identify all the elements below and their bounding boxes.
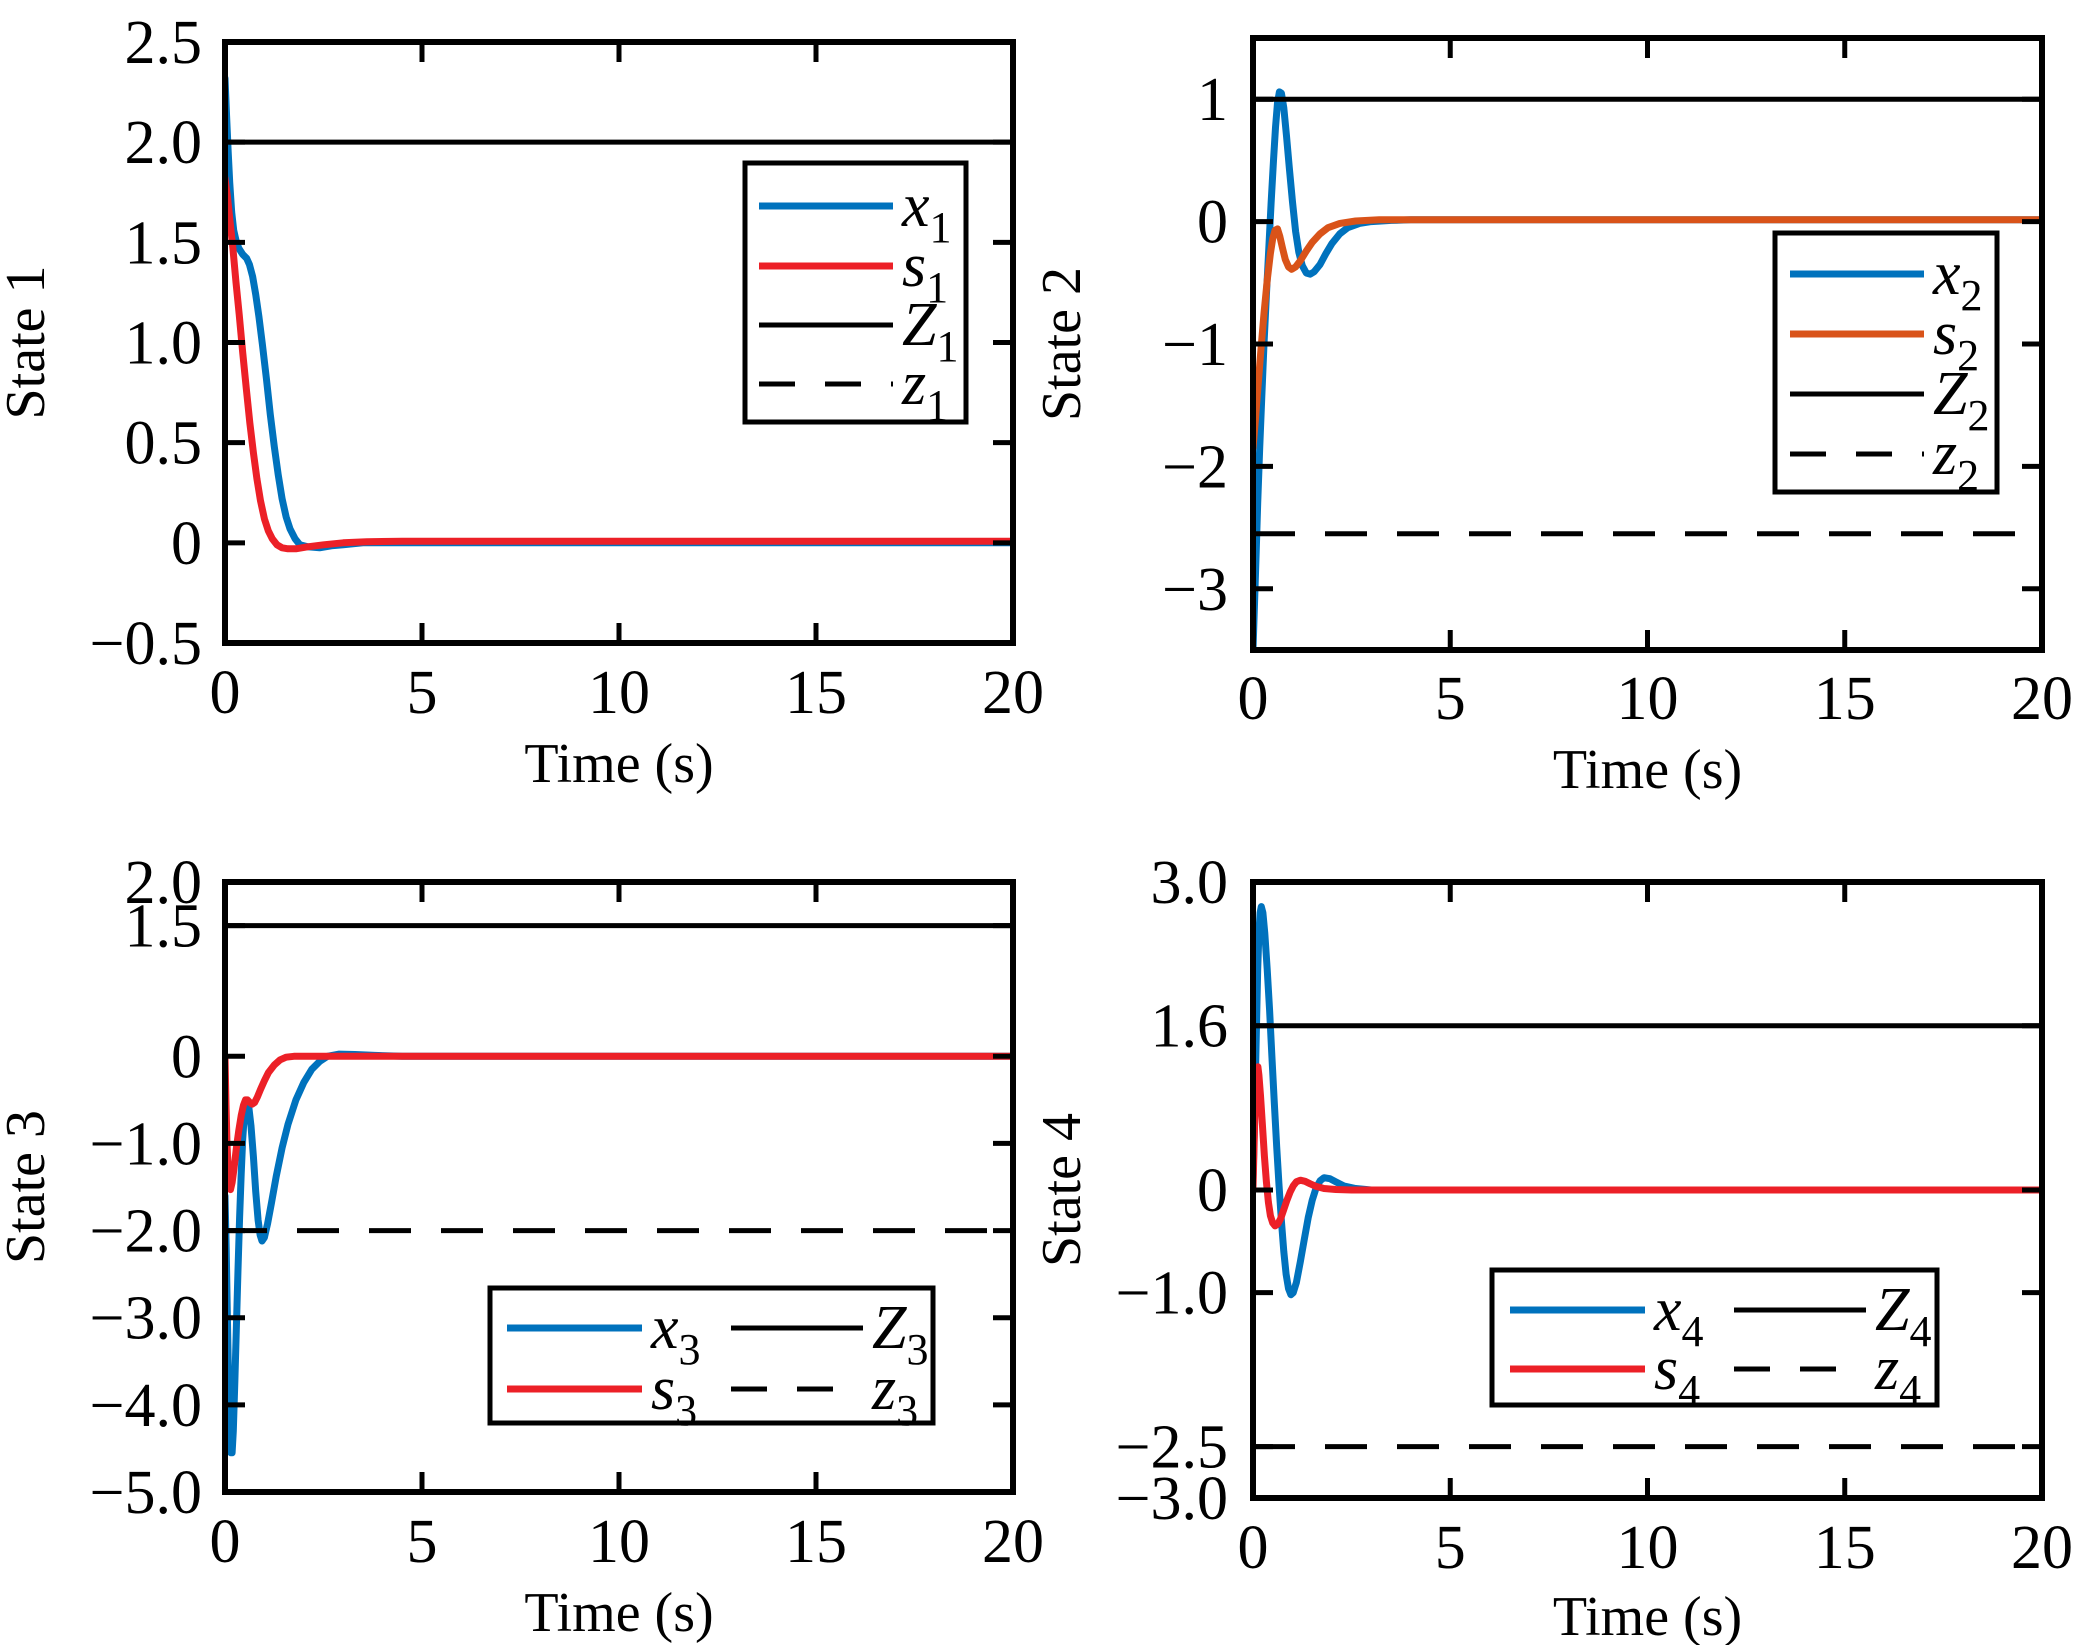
legend-box [1489,1267,1940,1408]
x-tick-label: 15 [1814,665,1876,733]
plot-area [225,74,1013,553]
y-tick-label: −3 [1162,556,1228,624]
x-tick-label: 5 [1435,1514,1466,1582]
x-tick-label: 15 [785,659,847,727]
x-axis-label: Time (s) [524,733,713,795]
y-tick-label: 0 [1197,1157,1228,1225]
y-tick-label: −1.0 [1116,1260,1228,1328]
x-tick-label: 0 [210,1508,241,1576]
x-tick-label: 0 [1238,1514,1269,1582]
y-tick-label: −2.0 [90,1198,202,1266]
x-tick-label: 15 [785,1508,847,1576]
x-tick-label: 0 [1238,665,1269,733]
y-tick-label: −3.0 [1116,1465,1228,1533]
y-tick-label: −2.5 [1116,1414,1228,1482]
y-tick-label: 0 [1197,189,1228,257]
series-s4 [1253,1063,2042,1230]
y-tick-label: 1.0 [125,310,203,378]
subplot-state-4: 0 5 10 15 20 3.0 1.6 0 −1.0 −2.5−3.0 Time (s) State… [1031,849,2073,1645]
series-x3 [225,1050,1013,1457]
plot-area [225,923,1013,1457]
y-tick-label: 2.0 [125,109,203,177]
x-tick-label: 5 [1435,665,1466,733]
y-tick-label: 1 [1197,66,1228,134]
x-tick-label: 10 [588,659,650,727]
x-tick-label: 10 [588,1508,650,1576]
legend-label-x1: x1 [901,172,952,252]
y-tick-label: 1.6 [1151,993,1229,1061]
y-tick-label: 2.0 [125,849,203,917]
subplot-state-3: 0 5 10 15 20 2.01.5 0 −1.0 −2.0 −3.0 −4.0 −5.0 Time … [0,849,1044,1644]
y-tick-label: −0.5 [90,610,202,678]
x-axis-label: Time (s) [1553,1586,1742,1645]
tick-marks [1250,879,2045,1501]
x-tick-label: 20 [982,659,1044,727]
legend-label-s1: s1 [902,232,948,312]
tick-marks [222,39,1016,646]
y-tick-label: −2 [1162,433,1228,501]
x-tick-label: 5 [407,1508,438,1576]
y-tick-label: 1.5 [125,209,203,277]
x-tick-label: 15 [1814,1514,1876,1582]
y-tick-label: 0 [171,510,202,578]
legend-label-Z4: Z4 [1875,1276,1931,1356]
x-tick-label: 0 [210,659,241,727]
y-tick-label: −4.0 [90,1372,202,1440]
tick-marks [1250,38,2045,650]
y-axis-label: State 3 [0,1110,57,1264]
y-axis-label: State 1 [0,266,57,420]
plot-area [1253,88,2042,650]
plot-area [1253,903,2042,1450]
legend-label-Z1: Z1 [902,291,958,371]
x-tick-label: 20 [982,1508,1044,1576]
x-tick-label: 5 [407,659,438,727]
x-tick-label: 10 [1617,665,1679,733]
legend-box [487,1285,936,1426]
legend-label-x4: x4 [1653,1276,1704,1356]
x-tick-label: 20 [2011,665,2073,733]
y-tick-label: 2.5 [125,9,203,77]
y-tick-label: −3.0 [90,1285,202,1353]
series-x4 [1253,903,2042,1299]
y-axis-label: State 2 [1031,267,1093,421]
x-axis-label: Time (s) [1553,739,1742,801]
x-tick-label: 20 [2011,1514,2073,1582]
y-tick-label: −1.0 [90,1110,202,1178]
y-tick-label: −5.0 [90,1459,202,1527]
y-tick-label: 3.0 [1151,849,1229,917]
y-tick-label: −1 [1162,311,1228,379]
series-s1 [225,174,1013,553]
y-tick-label: 0.5 [125,410,203,478]
series-s2 [1253,216,2042,452]
y-tick-label: 0 [171,1023,202,1091]
x-axis-label: Time (s) [524,1582,713,1644]
y-tick-label: 1.5 [125,893,203,961]
series-s3 [225,1052,1013,1194]
x-tick-label: 10 [1617,1514,1679,1582]
tick-marks [222,879,1016,1495]
y-axis-label: State 4 [1031,1113,1093,1267]
